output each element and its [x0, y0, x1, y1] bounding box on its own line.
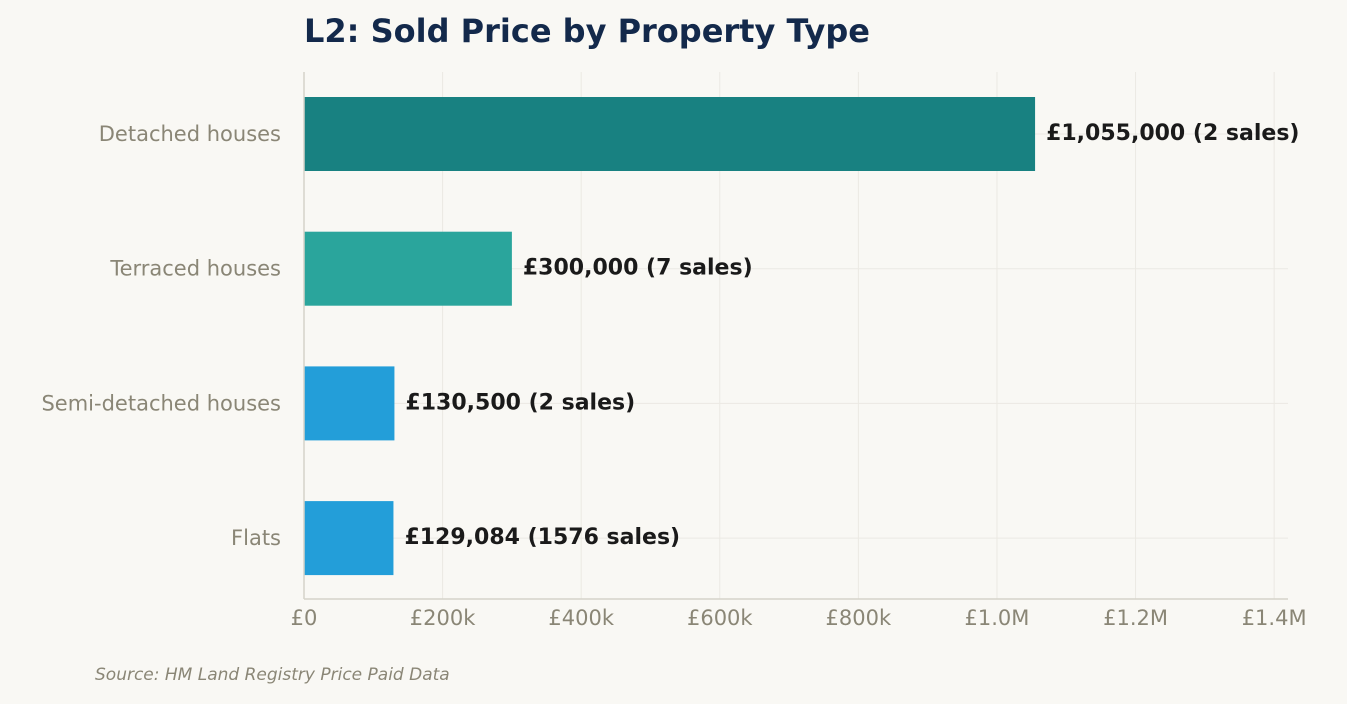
bars: [304, 97, 1036, 576]
bar: [304, 501, 394, 576]
category-label: Terraced houses: [109, 257, 281, 281]
category-label: Detached houses: [99, 122, 281, 146]
chart-title: L2: Sold Price by Property Type: [304, 12, 870, 50]
x-tick-label: £600k: [687, 606, 753, 630]
x-tick-label: £400k: [548, 606, 614, 630]
x-tick-label: £1.0M: [965, 606, 1030, 630]
data-label: £130,500 (2 sales): [405, 390, 635, 415]
x-tick-label: £200k: [410, 606, 476, 630]
x-tick-label: £800k: [826, 606, 892, 630]
bar: [304, 231, 512, 306]
category-label: Flats: [231, 526, 281, 550]
category-label: Semi-detached houses: [41, 391, 281, 415]
data-label: £1,055,000 (2 sales): [1046, 121, 1299, 146]
data-label: £129,084 (1576 sales): [404, 525, 680, 550]
bar: [304, 97, 1036, 171]
labels: £0 £200k £400k £600k £800k £1.0M £1.2M £1.4M Det…: [41, 121, 1306, 630]
axes: [303, 72, 1288, 600]
data-label: £300,000 (7 sales): [523, 256, 753, 281]
x-tick-label: £1.2M: [1103, 606, 1168, 630]
x-tick-label: £0: [291, 606, 318, 630]
x-tick-label: £1.4M: [1242, 606, 1307, 630]
source-note: Source: HM Land Registry Price Paid Data: [95, 665, 450, 685]
bar: [304, 366, 395, 441]
